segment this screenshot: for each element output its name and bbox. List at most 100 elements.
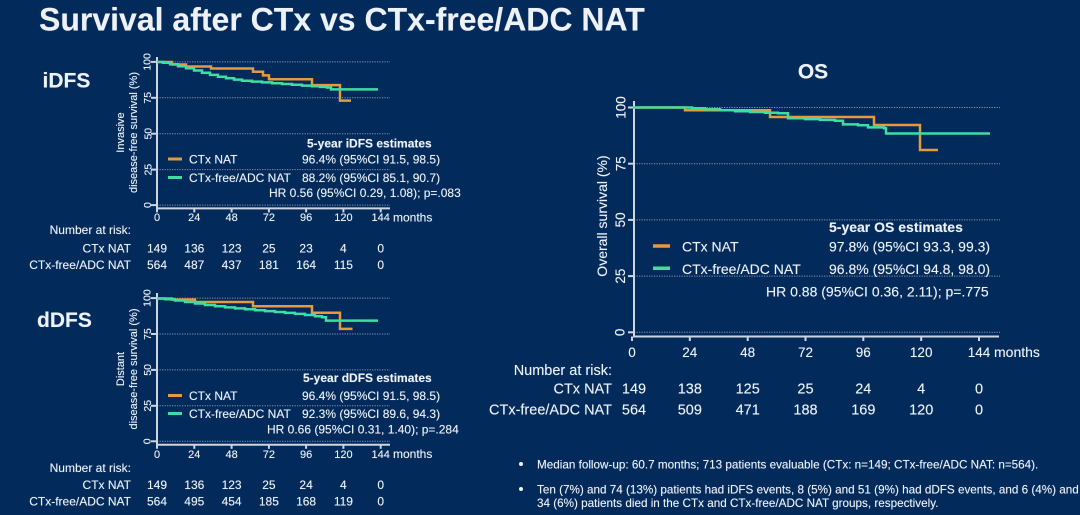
svg-text:96.4% (95%CI 91.5, 98.5): 96.4% (95%CI 91.5, 98.5) [302, 153, 440, 167]
svg-text:144: 144 [968, 345, 991, 360]
svg-text:CTx NAT: CTx NAT [189, 153, 238, 167]
svg-text:CTx NAT: CTx NAT [189, 389, 238, 403]
svg-text:119: 119 [334, 495, 353, 509]
svg-text:0: 0 [628, 345, 636, 360]
svg-text:495: 495 [184, 495, 204, 509]
svg-text:25: 25 [262, 478, 276, 492]
svg-text:Median follow-up: 60.7 months;: Median follow-up: 60.7 months; 713 patie… [537, 459, 1038, 472]
svg-text:4: 4 [340, 242, 347, 256]
svg-text:CTx-free/ADC NAT: CTx-free/ADC NAT [489, 403, 612, 419]
svg-text:96: 96 [300, 449, 312, 461]
svg-text:CTx NAT: CTx NAT [553, 382, 612, 398]
svg-text:136: 136 [184, 242, 204, 256]
svg-text:5-year iDFS estimates: 5-year iDFS estimates [307, 137, 432, 151]
svg-text:34 (6%) patients died in the C: 34 (6%) patients died in the CTx and CTx… [537, 497, 938, 510]
svg-text:168: 168 [296, 495, 316, 509]
svg-text:0: 0 [142, 202, 154, 208]
svg-text:564: 564 [147, 258, 167, 272]
svg-text:487: 487 [184, 258, 204, 272]
svg-text:48: 48 [740, 345, 755, 360]
svg-text:144: 144 [372, 212, 390, 224]
svg-text:471: 471 [736, 403, 760, 419]
svg-text:0: 0 [377, 478, 384, 492]
svg-text:months: months [393, 447, 432, 461]
svg-text:CTx-free/ADC NAT: CTx-free/ADC NAT [682, 261, 801, 277]
svg-text:564: 564 [147, 495, 167, 509]
svg-text:HR 0.56 (95%CI 0.29, 1.08); p=: HR 0.56 (95%CI 0.29, 1.08); p=.083 [269, 186, 461, 200]
svg-text:437: 437 [222, 258, 242, 272]
svg-text:164: 164 [296, 258, 316, 272]
svg-text:97.8% (95%CI 93.3, 99.3): 97.8% (95%CI 93.3, 99.3) [829, 239, 990, 255]
svg-text:115: 115 [334, 258, 353, 272]
svg-text:96.8% (95%CI 94.8, 98.0): 96.8% (95%CI 94.8, 98.0) [829, 261, 990, 277]
svg-text:CTx NAT: CTx NAT [682, 239, 739, 255]
svg-text:0: 0 [613, 329, 628, 337]
svg-text:CTx NAT: CTx NAT [83, 478, 132, 492]
svg-text:123: 123 [222, 478, 242, 492]
svg-text:96.4% (95%CI 91.5, 98.5): 96.4% (95%CI 91.5, 98.5) [302, 389, 440, 403]
svg-text:CTx NAT: CTx NAT [83, 242, 132, 256]
svg-text:Ten (7%) and 74 (13%) patients: Ten (7%) and 74 (13%) patients had iDFS … [537, 484, 1079, 497]
svg-text:0: 0 [154, 212, 160, 224]
svg-text:4: 4 [340, 478, 347, 492]
svg-text:75: 75 [613, 156, 628, 171]
svg-text:72: 72 [263, 449, 275, 461]
svg-text:Distantdisease-free survival (: Distantdisease-free survival (%) [115, 308, 140, 429]
svg-text:23: 23 [299, 242, 313, 256]
svg-text:0: 0 [154, 449, 160, 461]
svg-text:iDFS: iDFS [43, 70, 91, 93]
svg-text:149: 149 [147, 242, 167, 256]
svg-text:months: months [393, 211, 432, 225]
svg-text:136: 136 [184, 478, 204, 492]
svg-text:50: 50 [142, 364, 154, 376]
svg-text:24: 24 [855, 382, 871, 398]
svg-text:48: 48 [225, 212, 237, 224]
svg-text:149: 149 [622, 382, 646, 398]
svg-text:Number at risk:: Number at risk: [514, 363, 612, 379]
svg-text:125: 125 [736, 382, 760, 398]
svg-text:169: 169 [851, 403, 875, 419]
svg-text:0: 0 [377, 258, 384, 272]
svg-text:48: 48 [225, 449, 237, 461]
svg-text:25: 25 [142, 400, 154, 412]
svg-text:CTx-free/ADC NAT: CTx-free/ADC NAT [189, 171, 291, 185]
svg-text:138: 138 [678, 382, 702, 398]
svg-text:100: 100 [142, 53, 154, 71]
svg-text:Overall survival (%): Overall survival (%) [594, 155, 610, 276]
svg-text:24: 24 [188, 212, 200, 224]
svg-text:25: 25 [262, 242, 276, 256]
svg-text:564: 564 [622, 403, 646, 419]
svg-text:100: 100 [614, 96, 629, 119]
svg-text:0: 0 [975, 382, 983, 398]
svg-text:24: 24 [188, 449, 200, 461]
svg-text:25: 25 [613, 269, 628, 284]
svg-text:72: 72 [263, 212, 275, 224]
svg-text:120: 120 [334, 449, 352, 461]
svg-text:92.3% (95%CI 89.6, 94.3): 92.3% (95%CI 89.6, 94.3) [302, 407, 440, 421]
svg-text:0: 0 [377, 242, 384, 256]
svg-text:HR 0.88 (95%CI 0.36, 2.11); p=: HR 0.88 (95%CI 0.36, 2.11); p=.775 [766, 284, 989, 300]
svg-text:CTx-free/ADC NAT: CTx-free/ADC NAT [189, 407, 291, 421]
svg-text:24: 24 [299, 478, 313, 492]
svg-text:75: 75 [142, 328, 154, 340]
svg-text:144: 144 [372, 449, 390, 461]
svg-text:Survival after CTx vs CTx-free: Survival after CTx vs CTx-free/ADC NAT [39, 2, 645, 38]
svg-text:88.2% (95%CI 85.1, 90.7): 88.2% (95%CI 85.1, 90.7) [302, 171, 440, 185]
svg-text:75: 75 [142, 92, 154, 104]
svg-text:5-year dDFS estimates: 5-year dDFS estimates [303, 371, 432, 385]
svg-text:120: 120 [334, 212, 352, 224]
svg-text:months: months [994, 344, 1040, 360]
svg-text:96: 96 [300, 212, 312, 224]
svg-text:HR 0.66 (95%CI 0.31, 1.40); p=: HR 0.66 (95%CI 0.31, 1.40); p=.284 [267, 423, 459, 437]
svg-text:72: 72 [798, 345, 813, 360]
svg-text:4: 4 [917, 382, 925, 398]
svg-text:5-year OS estimates: 5-year OS estimates [829, 219, 963, 235]
svg-text:Invasivedisease-free survival: Invasivedisease-free survival (%) [115, 72, 140, 193]
svg-text:120: 120 [910, 345, 933, 360]
svg-text:181: 181 [259, 258, 279, 272]
svg-text:100: 100 [141, 289, 153, 307]
svg-text:50: 50 [613, 212, 628, 227]
svg-text:96: 96 [856, 345, 871, 360]
svg-text:OS: OS [798, 61, 828, 84]
svg-text:25: 25 [142, 164, 154, 176]
